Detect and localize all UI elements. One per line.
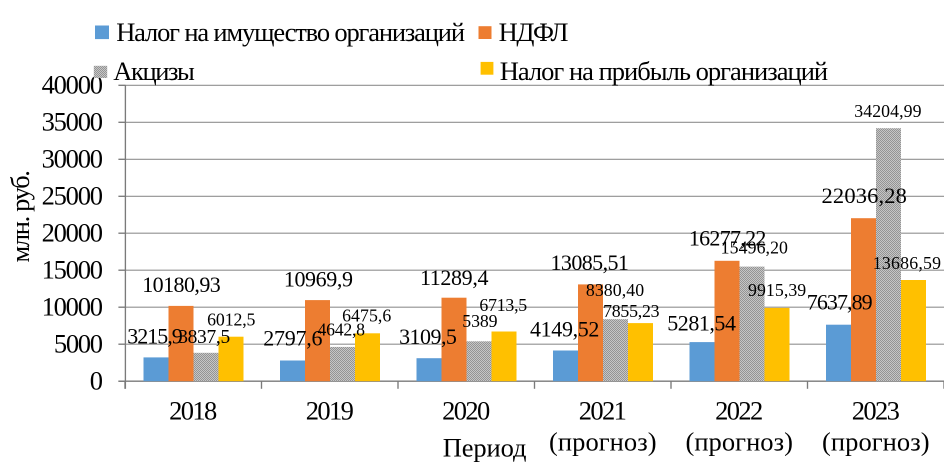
svg-text:7637,89: 7637,89	[807, 290, 873, 315]
svg-text:10000: 10000	[42, 291, 103, 321]
svg-text:Налог на прибыль организаций: Налог на прибыль организаций	[500, 56, 828, 86]
svg-text:40000: 40000	[42, 70, 103, 100]
svg-text:(прогноз): (прогноз)	[685, 427, 793, 457]
svg-text:5389: 5389	[462, 311, 497, 331]
svg-text:3215,9: 3215,9	[127, 323, 182, 348]
svg-text:3109,5: 3109,5	[399, 324, 457, 349]
svg-text:6475,6: 6475,6	[342, 305, 391, 325]
svg-text:Акцизы: Акцизы	[113, 56, 195, 86]
svg-text:2020: 2020	[442, 395, 490, 425]
svg-text:(прогноз): (прогноз)	[822, 427, 930, 457]
svg-text:15000: 15000	[42, 254, 103, 284]
svg-text:10969,9: 10969,9	[284, 267, 353, 292]
svg-text:4642,8: 4642,8	[318, 320, 366, 340]
svg-text:5281,54: 5281,54	[667, 310, 736, 335]
svg-text:8380,40: 8380,40	[586, 280, 644, 300]
svg-text:(прогноз): (прогноз)	[549, 427, 657, 457]
svg-text:13686,59: 13686,59	[873, 253, 941, 273]
svg-text:4149,52: 4149,52	[530, 317, 599, 342]
svg-text:15496,20: 15496,20	[721, 237, 788, 257]
svg-text:35000: 35000	[42, 107, 103, 137]
svg-text:16277,22: 16277,22	[689, 226, 767, 251]
svg-text:10180,93: 10180,93	[142, 272, 221, 297]
svg-text:25000: 25000	[42, 181, 103, 211]
svg-text:Период: Период	[443, 432, 527, 462]
svg-text:млн. руб.: млн. руб.	[5, 170, 35, 262]
svg-text:Налог на имущество организаций: Налог на имущество организаций	[116, 17, 465, 47]
svg-text:5000: 5000	[54, 328, 103, 358]
svg-text:20000: 20000	[42, 217, 103, 247]
svg-text:3837,5: 3837,5	[178, 327, 230, 348]
svg-text:6012,5: 6012,5	[207, 310, 255, 330]
svg-text:2022: 2022	[715, 395, 763, 425]
svg-text:9915,39: 9915,39	[748, 280, 806, 300]
svg-text:2797,6: 2797,6	[263, 325, 322, 350]
svg-text:30000: 30000	[42, 144, 103, 174]
svg-text:13085,51: 13085,51	[551, 250, 629, 275]
svg-text:2019: 2019	[306, 395, 354, 425]
svg-text:7855,23: 7855,23	[603, 301, 660, 321]
svg-text:НДФЛ: НДФЛ	[499, 17, 569, 47]
svg-text:2021: 2021	[579, 395, 627, 425]
svg-text:22036,28: 22036,28	[822, 183, 907, 208]
svg-text:2023: 2023	[852, 395, 900, 425]
svg-text:34204,99: 34204,99	[854, 101, 921, 121]
svg-text:2018: 2018	[169, 395, 217, 425]
svg-text:0: 0	[90, 365, 103, 395]
svg-text:6713,5: 6713,5	[479, 295, 527, 315]
svg-text:11289,4: 11289,4	[420, 265, 489, 290]
